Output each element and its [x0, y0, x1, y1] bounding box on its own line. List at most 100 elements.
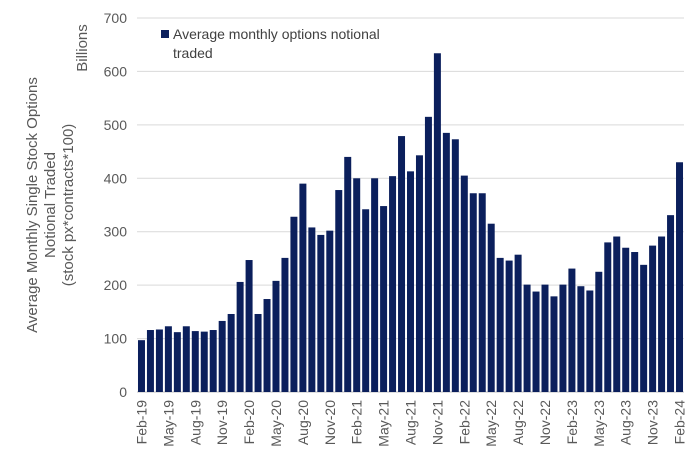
bar-Nov-23: [649, 245, 657, 392]
bars: [137, 53, 684, 392]
bar-Jun-20: [281, 257, 289, 392]
bar-Jan-21: [344, 156, 352, 392]
bar-Jul-22: [505, 260, 513, 392]
bar-Dec-22: [550, 296, 558, 392]
x-tick-label: Aug-21: [403, 400, 419, 445]
bar-Feb-22: [460, 175, 468, 392]
y-tick-label: 400: [104, 170, 128, 186]
bar-May-19: [164, 326, 172, 392]
x-tick-label: Nov-19: [214, 400, 230, 445]
bar-Jan-20: [236, 281, 244, 392]
bar-Aug-19: [191, 331, 199, 392]
bar-Feb-24: [676, 162, 684, 392]
bar-May-23: [595, 271, 603, 392]
bar-Feb-23: [568, 268, 576, 392]
bar-Oct-23: [640, 264, 648, 392]
bar-Mar-23: [577, 286, 585, 392]
bar-Mar-21: [362, 209, 370, 392]
bar-Jul-21: [398, 136, 406, 392]
bar-Oct-19: [209, 330, 217, 392]
x-tick-label: Feb-22: [456, 400, 472, 445]
bar-Aug-21: [407, 171, 414, 392]
bar-Sep-19: [200, 331, 208, 392]
x-tick-label: May-20: [268, 400, 284, 447]
bar-Mar-19: [146, 330, 154, 392]
legend-label-line-2: traded: [173, 45, 213, 61]
bar-Apr-23: [586, 290, 594, 392]
x-axis-ticks: Feb-19 May-19 Aug-19 Nov-19 Feb-20 May-20 Aug-…: [133, 400, 687, 447]
bar-Nov-22: [541, 284, 549, 392]
x-tick-label: Feb-20: [241, 400, 257, 445]
bar-Feb-20: [245, 260, 253, 392]
bar-Aug-22: [514, 254, 522, 392]
bar-Jun-23: [604, 242, 612, 392]
bar-Jun-21: [389, 176, 397, 392]
x-tick-label: Aug-20: [295, 400, 311, 445]
x-tick-label: Feb-21: [349, 400, 365, 445]
legend: Average monthly options notional traded: [161, 26, 380, 61]
bar-Oct-20: [317, 234, 325, 392]
x-tick-label: Aug-23: [618, 400, 634, 445]
x-tick-label: Aug-22: [510, 400, 526, 445]
bar-Dec-20: [335, 190, 343, 392]
bar-Jan-23: [559, 284, 567, 392]
bar-Feb-19: [137, 340, 145, 392]
bar-May-20: [272, 280, 280, 392]
x-tick-label: May-23: [591, 400, 607, 447]
x-tick-label: May-19: [160, 400, 176, 447]
y-tick-label: 500: [104, 117, 128, 133]
bar-Jan-22: [451, 139, 459, 392]
x-tick-label: Feb-24: [672, 400, 688, 445]
bar-Sep-20: [308, 227, 316, 392]
bar-Jul-20: [290, 216, 298, 392]
bar-Sep-21: [415, 155, 423, 392]
bar-Apr-22: [478, 193, 486, 392]
bar-Jun-22: [496, 257, 504, 392]
x-tick-label: Aug-19: [187, 400, 203, 445]
y-tick-label: 100: [104, 331, 128, 347]
bar-Dec-23: [658, 236, 666, 392]
bar-Nov-21: [433, 53, 441, 392]
y-tick-label: 0: [119, 384, 127, 400]
bar-Aug-23: [622, 247, 630, 392]
bar-Nov-20: [326, 230, 334, 392]
y-tick-label: 200: [104, 277, 128, 293]
bar-Sep-23: [631, 252, 639, 392]
unit-label: Billions: [74, 24, 91, 72]
bar-Apr-20: [263, 299, 271, 392]
bar-May-22: [487, 223, 495, 392]
bar-Sep-22: [523, 284, 531, 392]
x-tick-label: May-22: [483, 400, 499, 447]
bar-May-21: [380, 206, 388, 392]
bar-Jan-24: [667, 215, 675, 392]
y-tick-label: 700: [104, 10, 128, 26]
bar-Dec-19: [227, 313, 235, 392]
y-tick-label: 600: [104, 63, 128, 79]
bar-Nov-19: [218, 320, 226, 392]
y-axis-title-line-3: (stock px*contracts*100): [60, 124, 77, 287]
bar-Jun-19: [173, 332, 181, 392]
y-axis-title-line-1: Average Monthly Single Stock Options: [24, 77, 41, 333]
bar-Jul-19: [182, 326, 190, 392]
bar-Oct-21: [424, 116, 432, 392]
bar-Jul-23: [613, 236, 621, 392]
legend-label-line-1: Average monthly options notional: [173, 26, 380, 42]
x-tick-label: Nov-22: [537, 400, 553, 445]
x-tick-label: Feb-19: [133, 400, 149, 445]
x-tick-label: Nov-20: [322, 400, 338, 445]
y-axis-title: Average Monthly Single Stock Options Not…: [24, 77, 77, 333]
bar-Apr-21: [371, 178, 379, 392]
x-tick-label: Feb-23: [564, 400, 580, 445]
legend-swatch: [161, 30, 169, 38]
bar-Mar-20: [254, 313, 262, 392]
bar-Aug-20: [299, 183, 307, 392]
x-tick-label: Nov-23: [645, 400, 661, 445]
bar-Apr-19: [155, 329, 163, 392]
bar-Dec-21: [442, 132, 450, 392]
x-tick-label: Nov-21: [429, 400, 445, 445]
bar-Mar-22: [469, 193, 477, 392]
y-axis-title-line-2: Notional Traded: [42, 152, 59, 258]
y-axis-ticks: 0 100 200 300 400 500 600 700: [104, 10, 128, 400]
